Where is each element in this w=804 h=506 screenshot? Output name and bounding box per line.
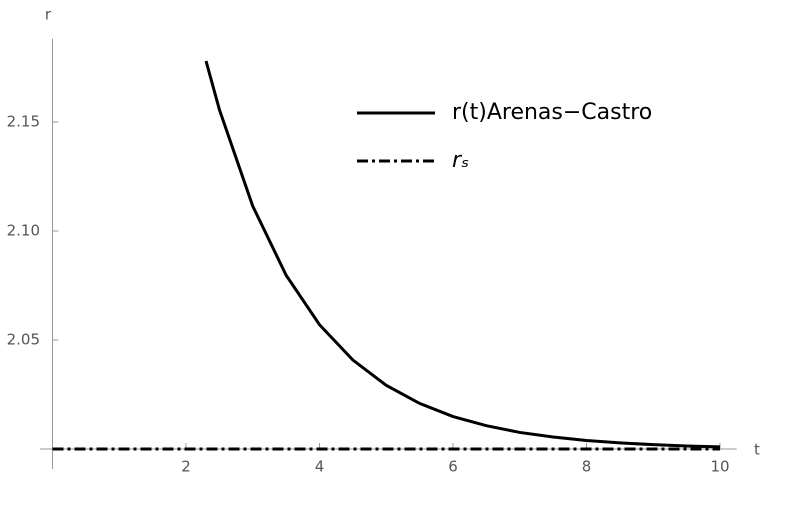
x-tick-label: 2 xyxy=(181,458,191,476)
y-tick-label: 2.05 xyxy=(7,331,40,349)
x-tick-label: 6 xyxy=(448,458,458,476)
x-axis-label: t xyxy=(754,441,760,459)
y-tick-label: 2.15 xyxy=(7,113,40,131)
y-axis-label: r xyxy=(45,6,52,24)
legend-text: rₛ xyxy=(452,148,469,173)
x-tick-label: 8 xyxy=(582,458,592,476)
y-tick-label: 2.10 xyxy=(7,222,40,240)
x-tick-label: 4 xyxy=(315,458,325,476)
series-line xyxy=(204,60,721,449)
legend-text: r(t)Arenas−Castro xyxy=(452,100,652,125)
x-tick-label: 10 xyxy=(710,458,729,476)
